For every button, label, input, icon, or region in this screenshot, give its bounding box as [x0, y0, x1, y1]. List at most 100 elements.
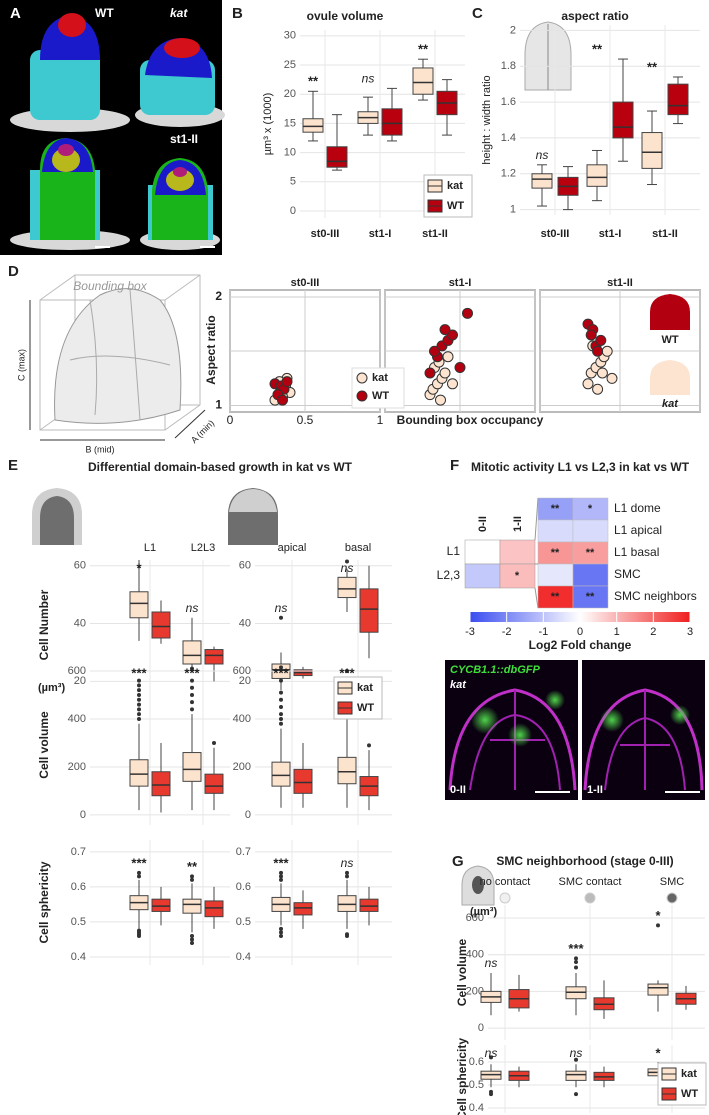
- point: [585, 329, 597, 341]
- significance: ns: [275, 601, 288, 615]
- significance: ***: [273, 855, 289, 870]
- y-tick-label: 60: [239, 560, 251, 572]
- point: [595, 334, 607, 346]
- outlier: [190, 678, 194, 683]
- facet-icon-label: kat: [662, 398, 679, 410]
- outlier: [137, 707, 141, 712]
- chart-title: Mitotic activity L1 vs L2,3 in kat vs WT: [471, 460, 690, 474]
- image-label: kat: [170, 6, 188, 20]
- legend-label: kat: [447, 180, 463, 192]
- outlier: [574, 960, 578, 965]
- box: [531, 173, 553, 189]
- legend-label: WT: [357, 702, 374, 714]
- box: [129, 591, 149, 619]
- y-tick-label: 400: [233, 713, 251, 725]
- y-tick-label: 0: [478, 1022, 484, 1034]
- colorbar-title: Log2 Fold change: [529, 638, 632, 652]
- outlier: [190, 937, 194, 942]
- legend-label: WT: [372, 390, 389, 402]
- y-axis-title: height : width ratio: [481, 75, 493, 164]
- point: [281, 376, 293, 388]
- outlier: [137, 928, 141, 933]
- micrograph-label: 0-II: [450, 784, 466, 796]
- box: [182, 640, 202, 665]
- row-label: L1 apical: [614, 523, 662, 537]
- outlier: [345, 932, 349, 937]
- outlier: [279, 874, 283, 879]
- outlier: [190, 877, 194, 882]
- significance: ns: [485, 956, 498, 970]
- outlier: [190, 700, 194, 705]
- outlier: [137, 692, 141, 697]
- micrograph-label: kat: [450, 679, 467, 691]
- box: [641, 132, 663, 169]
- outlier: [137, 702, 141, 707]
- y-tick-label: 2: [215, 289, 222, 303]
- outlier: [656, 923, 660, 928]
- outlier: [279, 933, 283, 938]
- colorbar-tick-label: 0: [577, 626, 583, 638]
- box: [182, 752, 202, 782]
- category-label: SMC: [660, 876, 685, 888]
- unit-label: (µm³): [470, 906, 497, 918]
- smc-icon: [461, 865, 495, 906]
- contact-icon: [499, 892, 511, 904]
- box: [293, 768, 313, 794]
- y-tick-label: 20: [284, 88, 296, 100]
- legend-label: kat: [372, 372, 388, 384]
- y-axis-title: Cell volume: [37, 711, 51, 779]
- box: [326, 146, 348, 168]
- panel-letter: B: [232, 5, 243, 22]
- point: [592, 383, 604, 395]
- y-tick-label: 60: [74, 560, 86, 572]
- heat-cell: [537, 563, 574, 587]
- y-tick-label: 600: [68, 665, 86, 677]
- significance: ***: [131, 665, 147, 680]
- category-label: st1-II: [422, 228, 448, 240]
- y-tick-label: 0.7: [71, 846, 86, 858]
- point: [277, 394, 288, 406]
- y-tick-label: 5: [290, 176, 296, 188]
- box: [151, 611, 171, 639]
- y-tick-label: 1.8: [501, 60, 516, 72]
- axis-label: B (mid): [86, 444, 115, 454]
- box: [151, 771, 171, 797]
- outlier: [137, 870, 141, 875]
- heat-cell: [537, 519, 574, 543]
- box: [565, 1070, 587, 1081]
- column-label: 1-II: [512, 516, 524, 532]
- outlier: [137, 716, 141, 721]
- y-tick-label: 1.6: [501, 96, 516, 108]
- y-tick-label: 2: [510, 24, 516, 36]
- legend-swatch: [356, 390, 368, 402]
- y-axis-title: Cell Number: [37, 589, 51, 660]
- panel-letter: E: [8, 457, 18, 474]
- significance: *: [655, 908, 661, 923]
- point: [447, 329, 458, 341]
- box: [337, 576, 357, 599]
- row-label: L1: [447, 544, 461, 558]
- y-tick-label: 1: [510, 204, 516, 216]
- outlier: [137, 712, 141, 717]
- outlier: [190, 666, 194, 671]
- outlier: [279, 926, 283, 931]
- outlier: [279, 877, 283, 882]
- category-label: no contact: [480, 876, 531, 888]
- outlier: [574, 956, 578, 961]
- unit-label: (µm³): [38, 682, 65, 694]
- y-tick-label: 20: [239, 675, 251, 687]
- heat-cell: [499, 563, 536, 589]
- outlier: [279, 690, 283, 695]
- legend-label: kat: [357, 682, 373, 694]
- box: [612, 101, 634, 139]
- row-label: L1 basal: [614, 545, 659, 559]
- category-label: apical: [278, 542, 307, 554]
- outlier: [279, 870, 283, 875]
- facet-title: st1-II: [607, 277, 633, 289]
- bracket: [534, 563, 539, 609]
- row-label: L2,3: [437, 568, 461, 582]
- outlier: [345, 870, 349, 875]
- y-tick-label: 0.5: [71, 916, 86, 928]
- y-tick-label: 40: [239, 617, 251, 629]
